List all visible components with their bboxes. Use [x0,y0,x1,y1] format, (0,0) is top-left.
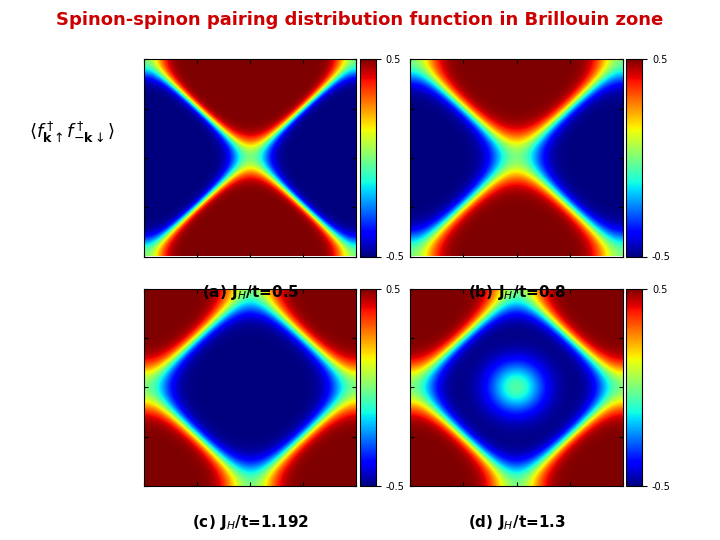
Text: (b) J$_H$/t=0.8: (b) J$_H$/t=0.8 [467,284,566,302]
Text: Spinon-spinon pairing distribution function in Brillouin zone: Spinon-spinon pairing distribution funct… [56,11,664,29]
Text: (d) J$_H$/t=1.3: (d) J$_H$/t=1.3 [468,513,565,532]
Text: (c) J$_H$/t=1.192: (c) J$_H$/t=1.192 [192,513,309,532]
Text: (a) J$_H$/t=0.5: (a) J$_H$/t=0.5 [202,284,299,302]
Text: $\langle f^\dagger_{\mathbf{k}\uparrow} f^\dagger_{-\mathbf{k}\downarrow} \rangl: $\langle f^\dagger_{\mathbf{k}\uparrow} … [29,120,115,145]
